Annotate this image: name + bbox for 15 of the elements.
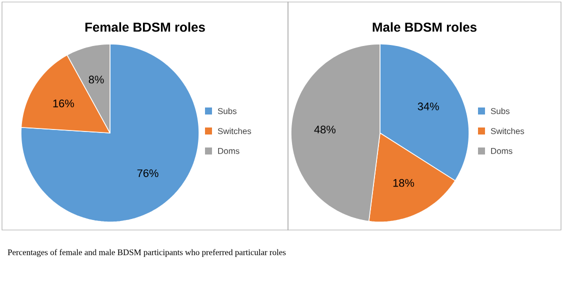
data-label: 48% [314,126,336,134]
legend-label: Subs [490,108,510,114]
chart-title: Male BDSM roles [372,22,476,32]
legend-label: Doms [491,148,512,154]
legend-label: Doms [218,148,240,154]
data-label: 34% [418,102,439,110]
legend-label: Subs [218,108,237,114]
chart-title: Female BDSM roles [85,22,205,32]
legend-label: Switches [218,128,252,134]
legend-label: Switches [490,128,524,134]
data-label: 76% [137,169,158,178]
data-label: 18% [393,179,414,187]
data-label: 8% [88,76,104,84]
data-label: 16% [53,100,74,108]
text: Percentages of female and male BDSM participants who preferred particular roles [8,249,286,257]
